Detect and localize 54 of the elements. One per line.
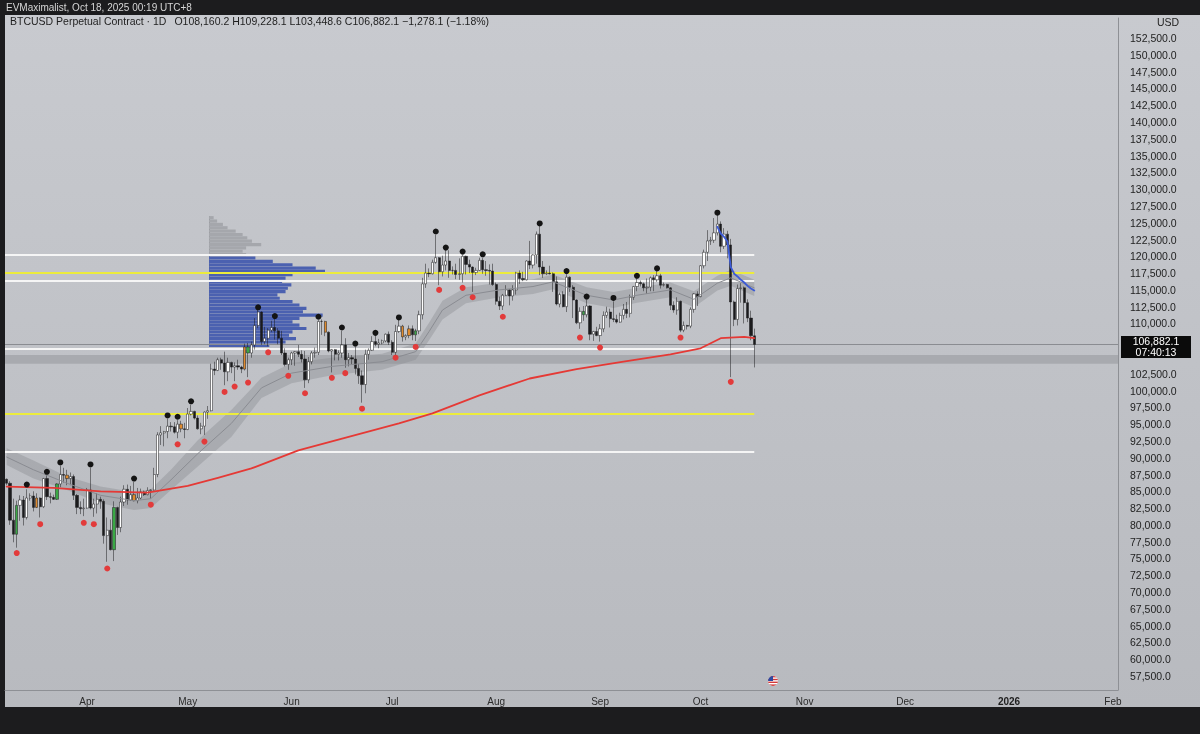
x-tick-label: Jul (385, 695, 399, 707)
y-tick-label: 70,000.0 (1130, 585, 1172, 598)
y-tick-label: 142,500.0 (1130, 99, 1177, 112)
y-tick-label: 90,000.0 (1130, 451, 1172, 464)
x-tick-label: 2026 (997, 695, 1021, 707)
y-tick-label: 130,000.0 (1130, 183, 1177, 196)
ref-line-label: 106,882.1 (1121, 335, 1191, 347)
y-tick-label: 87,500.0 (1130, 468, 1172, 481)
y-tick-label: 125,000.0 (1130, 216, 1177, 229)
x-tick-label: Jun (283, 695, 300, 707)
y-tick-label: 97,500.0 (1130, 401, 1172, 414)
y-tick-label: 122,500.0 (1130, 233, 1177, 246)
y-axis-title: USD (1157, 15, 1180, 28)
x-tick-label: Feb (1104, 695, 1123, 707)
y-tick-label: 60,000.0 (1130, 653, 1172, 666)
y-tick-label: 132,500.0 (1130, 166, 1177, 179)
y-tick-label: 112,500.0 (1130, 300, 1177, 313)
y-tick-label: 120,000.0 (1130, 250, 1177, 263)
text: 07:40:13 (1121, 346, 1191, 358)
y-tick-label: 82,500.0 (1130, 502, 1172, 515)
y-tick-label: 92,500.0 (1130, 434, 1172, 447)
y-tick-label: 77,500.0 (1130, 535, 1172, 548)
y-tick-label: 117,500.0 (1130, 267, 1177, 280)
y-tick-label: 57,500.0 (1130, 669, 1172, 682)
y-tick-label: 72,500.0 (1130, 569, 1172, 582)
x-tick-label: Dec (896, 695, 915, 707)
x-tick-label: Sep (591, 695, 610, 707)
y-tick-label: 75,000.0 (1130, 552, 1172, 565)
y-tick-label: 127,500.0 (1130, 199, 1177, 212)
x-tick-label: Nov (795, 695, 814, 707)
text: EVMaximalist, Oct 18, 2025 00:19 UTC+8 (6, 1, 192, 14)
y-tick-label: 85,000.0 (1130, 485, 1172, 498)
y-tick-label: 140,000.0 (1130, 116, 1177, 129)
y-tick-label: 137,500.0 (1130, 132, 1177, 145)
chart-subtitle: O108,160.2 H109,228.1 L103,448.6 C106,882.1 −1,278.1 (−1.18%) (174, 15, 490, 27)
y-tick-label: 100,000.0 (1130, 384, 1177, 397)
x-tick-label: Aug (487, 695, 506, 707)
x-tick-label: Oct (692, 695, 709, 707)
y-tick-label: 152,500.0 (1130, 32, 1177, 45)
y-tick-label: 95,000.0 (1130, 418, 1172, 431)
y-tick-label: 145,000.0 (1130, 82, 1177, 95)
y-tick-label: 150,000.0 (1130, 48, 1177, 61)
y-tick-label: 67,500.0 (1130, 602, 1172, 615)
x-tick-label: Apr (79, 695, 96, 707)
y-tick-label: 147,500.0 (1130, 65, 1177, 78)
chart-title: BTCUSD Perpetual Contract · 1D (10, 15, 167, 27)
y-tick-label: 80,000.0 (1130, 518, 1172, 531)
y-tick-label: 115,000.0 (1130, 283, 1177, 296)
y-tick-label: 65,000.0 (1130, 619, 1172, 632)
y-tick-label: 102,500.0 (1130, 367, 1177, 380)
x-tick-label: May (178, 695, 198, 707)
y-tick-label: 62,500.0 (1130, 636, 1172, 649)
y-tick-label: 110,000.0 (1130, 317, 1177, 330)
y-tick-label: 135,000.0 (1130, 149, 1177, 162)
